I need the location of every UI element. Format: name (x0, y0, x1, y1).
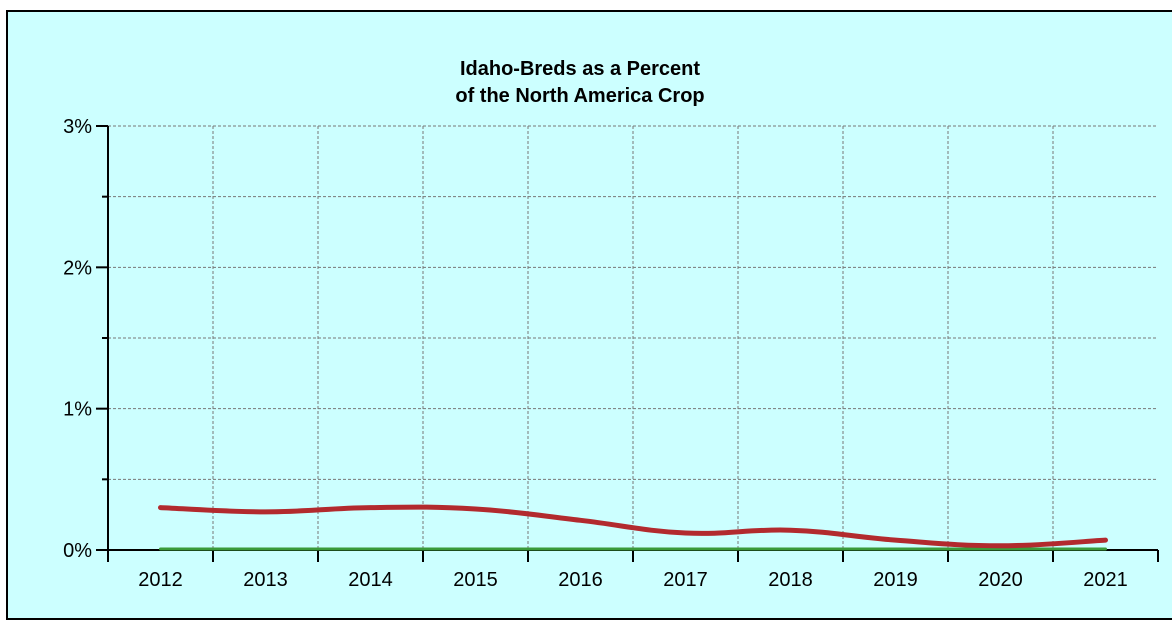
y-tick-label: 1% (63, 399, 92, 421)
x-tick-label: 2016 (558, 569, 603, 591)
chart-title-line-2: of the North America Crop (455, 85, 704, 107)
x-tick-label: 2012 (138, 569, 183, 591)
series (158, 504, 1108, 551)
y-tick-label: 2% (63, 257, 92, 279)
chart-frame (6, 10, 1172, 620)
x-tick-label: 2014 (348, 569, 393, 591)
x-tick-label: 2019 (873, 569, 918, 591)
x-tick-label: 2018 (768, 569, 813, 591)
x-tick-label: 2013 (243, 569, 288, 591)
x-tick-label: 2017 (663, 569, 708, 591)
series-line (158, 504, 1108, 549)
x-tick-label: 2021 (1083, 569, 1128, 591)
chart-title-line-1: Idaho-Breds as a Percent (460, 58, 700, 80)
y-tick-label: 3% (63, 116, 92, 138)
x-tick-label: 2020 (978, 569, 1023, 591)
y-tick-label: 0% (63, 540, 92, 562)
grid (108, 125, 1158, 550)
axes (96, 125, 1159, 562)
tick-labels: 0% 1% 2% 3% 2012 2013 2014 2015 2016 2017 2018 2019… (63, 116, 1128, 591)
x-tick-label: 2015 (453, 569, 498, 591)
